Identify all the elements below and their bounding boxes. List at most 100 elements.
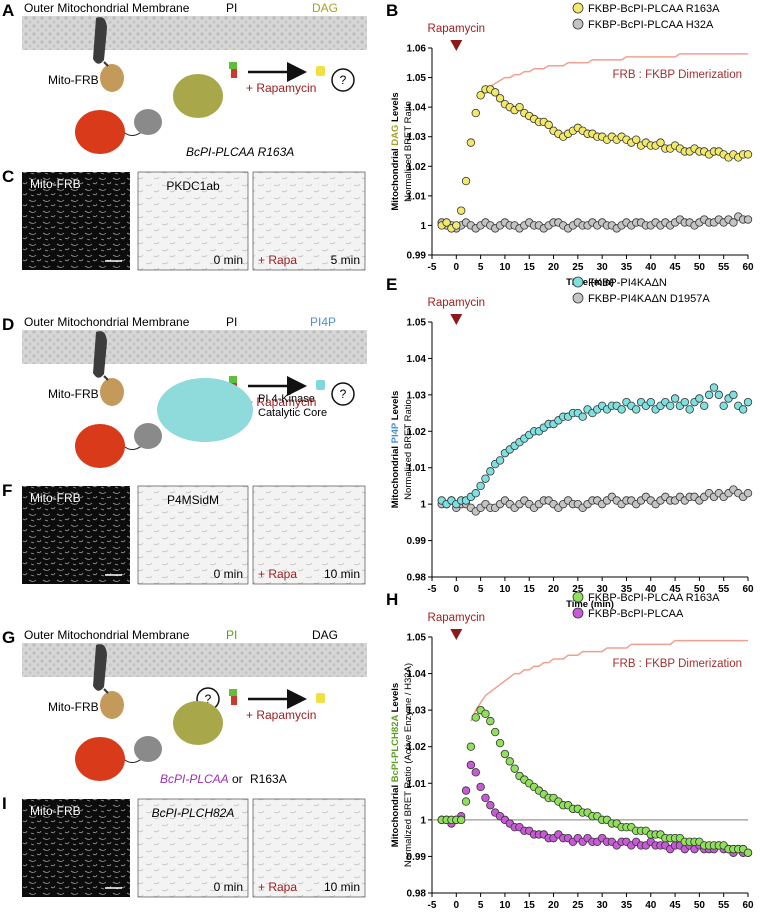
y-axis-label: Mitochondrial DAG Levels [390,92,401,210]
data-point [471,108,480,118]
y-tick-label: 1 [420,221,426,232]
x-tick-label: 30 [597,262,609,273]
enzyme-label: BcPI-PLCAA [160,772,229,786]
x-tick-label: -5 [428,900,437,911]
substrate-label: PI [226,628,237,642]
line-chart: H Mitochondrial BcPI-PLCH82A Levels Normal… [386,590,754,911]
data-point [442,218,451,227]
x-tick-label: 25 [572,584,584,595]
product-label: DAG [312,1,338,15]
lipid-icon [229,689,237,705]
fusion-protein [74,735,163,782]
legend-marker [572,2,584,14]
x-tick-label: 5 [478,584,484,595]
image-time: 0 min [214,253,243,267]
y-tick-label: 1.05 [407,633,427,644]
data-point [743,848,753,857]
data-point [729,218,738,227]
data-point [709,383,719,392]
panel-letter: I [2,794,7,813]
y-tick-label: 1.03 [407,390,427,401]
x-tick-label: 10 [499,900,511,911]
product-icon [316,380,325,390]
data-point [631,405,641,414]
data-point [486,801,495,810]
x-tick-label: 20 [548,900,560,911]
x-tick-label: 15 [524,262,536,273]
data-point [486,716,495,726]
data-point [743,489,753,498]
y-axis-label: Mitochondrial BcPI-PLCH82A Levels [390,683,401,847]
image-label: BcPI-PLCH82A [152,806,235,820]
x-tick-label: 0 [454,584,460,595]
data-point [617,405,626,414]
legend-label: FKBP-BcPI-PLCAA R163A [588,3,720,15]
data-point [743,215,753,224]
data-point [500,749,510,759]
enzyme-label: or [232,772,243,786]
data-point [510,764,519,773]
image-label: + Rapa [258,880,297,894]
product-icon [316,66,325,76]
x-tick-label: 40 [645,900,657,911]
dimerization-label: FRB : FKBP Dimerization [612,69,742,81]
x-tick-label: 55 [718,584,730,595]
y-tick-label: 0.99 [407,251,427,262]
legend-label: FKBP-BcPI-PLCAA [588,608,684,620]
product-label: PI4P [310,315,336,329]
enzyme-domain [173,701,223,745]
y-tick-label: 1.04 [407,669,427,680]
x-tick-label: 45 [670,262,682,273]
x-tick-label: 15 [524,900,536,911]
data-point [491,88,500,97]
rapamycin-marker [450,629,463,640]
rapamycin-label: Rapamycin [428,23,486,35]
panel-d: D Outer Mitochondrial Membrane PI PI4P M… [2,315,367,469]
y-axis-label: Normalized BRET Ratio (Active Enzyme / H… [403,663,414,867]
enzyme-label: PI 4-Kinase [258,393,315,405]
data-point [680,397,689,407]
legend-marker [572,292,584,304]
legend-marker [572,591,584,603]
data-point [486,467,495,476]
panel-letter: D [2,315,14,334]
data-point [481,793,490,803]
data-point [704,390,714,400]
y-axis-label-part: Mitochondrial [390,146,401,211]
legend-label: FKBP-BcPI-PLCAA R163A [588,592,720,604]
product-label: DAG [312,628,338,642]
image-label: P4MSidM [167,493,219,507]
data-point [471,713,480,722]
y-tick-label: 1.04 [407,354,427,365]
panel-letter: G [2,628,15,647]
data-point [646,397,655,407]
x-tick-label: 55 [718,262,730,273]
dimerization-line [480,53,748,96]
image-time: 0 min [214,880,243,894]
enzyme-domain [173,74,223,118]
image-label: Mito-FRB [30,804,81,818]
x-tick-label: 55 [718,900,730,911]
x-axis-label: Time (min) [566,277,614,288]
x-tick-label: 60 [742,584,754,595]
y-axis-label-part: PI4P [390,422,401,443]
data-point [466,760,476,770]
y-tick-label: 0.98 [407,573,427,584]
data-point [505,757,514,766]
enzyme-label: R163A [250,772,287,786]
x-tick-label: 50 [694,584,706,595]
data-point [685,405,694,414]
x-tick-label: 45 [670,584,682,595]
data-point [743,150,753,159]
y-tick-label: 1.03 [407,706,427,717]
data-point [714,390,724,400]
data-point [515,102,524,112]
y-tick-label: 1.01 [407,779,427,790]
y-axis-label-part: Mitochondrial [390,782,401,847]
data-point [695,394,704,403]
y-tick-label: 1.06 [407,44,427,55]
image-label: + Rapa [258,567,297,581]
query: ? [205,692,212,706]
